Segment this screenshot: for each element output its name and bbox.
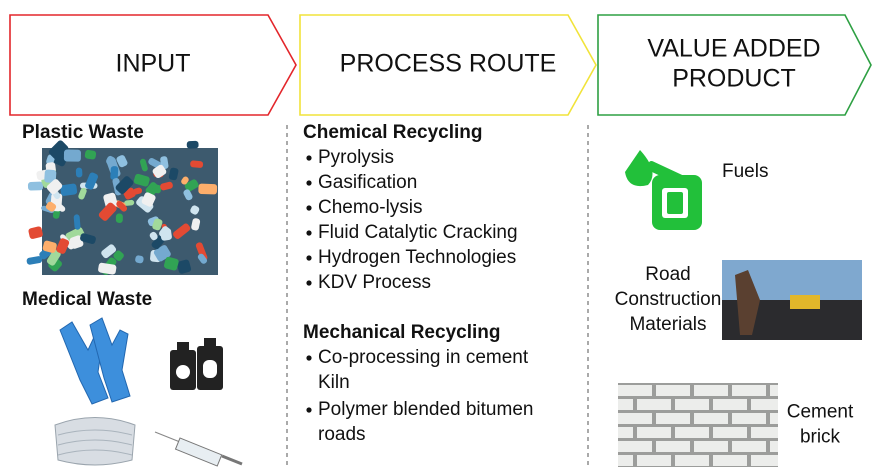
section-label: Plastic Waste [22,122,144,143]
bullet [306,230,311,235]
product-label: Cement [787,402,854,423]
brick [713,399,747,410]
brick [656,413,690,424]
brick [694,385,728,396]
brick [751,455,778,466]
plastic-item [28,182,43,191]
brick [637,427,671,438]
plastic-item [28,226,44,240]
plastic-item [110,166,118,180]
bullet [306,355,311,360]
process-item: Gasification [318,172,417,193]
brick [713,455,747,466]
brick [694,413,728,424]
process-item: KDV Process [318,272,431,293]
brick [618,455,633,466]
mask-icon [55,418,135,466]
brick [675,455,709,466]
fuel-icon [625,150,702,230]
plastic-item [26,256,42,266]
plastic-item [76,167,83,177]
bullet [306,180,311,185]
brick [732,385,766,396]
brick [618,427,633,438]
brick [770,385,778,396]
brick [732,441,766,452]
brick [751,399,778,410]
group-title: Chemical Recycling [303,122,483,143]
plastic-item [60,183,78,196]
diagram: INPUT PROCESS ROUTE VALUE ADDEDPRODUCT Plas… [0,0,872,467]
brick [675,427,709,438]
process-item: roads [318,424,366,445]
brick [618,441,652,452]
plastic-item [160,229,172,241]
brick [618,413,652,424]
brick [770,413,778,424]
brick [694,441,728,452]
product-label: Fuels [722,161,768,182]
product-label: Construction [615,289,722,310]
brick [637,399,671,410]
brick [675,399,709,410]
plastic-item [187,141,199,149]
page: {"headers": [ {"lines": ["INPUT"]}, {"li… [0,0,872,467]
road-photo [722,260,862,340]
plastic-item [64,149,81,161]
bullet [306,280,311,285]
process-item: Pyrolysis [318,147,394,168]
header-title: INPUT [116,50,191,78]
brick-photo [618,383,778,467]
plastic-item [116,213,123,223]
bullet [306,205,311,210]
bullet [306,407,311,412]
process-item: Chemo-lysis [318,197,423,218]
product-label: Materials [629,314,706,335]
bullet [306,155,311,160]
brick [656,385,690,396]
process-item: Co-processing in cement [318,347,529,368]
section-label: Medical Waste [22,289,152,310]
process-item: Hydrogen Technologies [318,247,516,268]
brick [770,441,778,452]
plastic-item [198,184,217,195]
brick [751,427,778,438]
medicine-bottles-icon [170,338,223,390]
header-title: VALUE ADDED [647,35,820,63]
brick [713,427,747,438]
brick [656,441,690,452]
product-label: brick [800,427,841,448]
brick [618,399,633,410]
plastic-item [190,160,203,168]
group-title: Mechanical Recycling [303,322,500,343]
bullet [306,255,311,260]
header-title: PRODUCT [672,65,796,93]
plastic-waste-photo [26,139,218,276]
process-item: Fluid Catalytic Cracking [318,222,518,243]
gloves-icon [60,318,130,404]
syringe-icon [155,432,242,466]
header-title: PROCESS ROUTE [340,50,557,78]
brick [618,385,652,396]
brick [637,455,671,466]
process-item: Polymer blended bitumen [318,399,533,420]
product-label: Road [645,264,690,285]
brick [732,413,766,424]
process-item: Kiln [318,372,350,393]
